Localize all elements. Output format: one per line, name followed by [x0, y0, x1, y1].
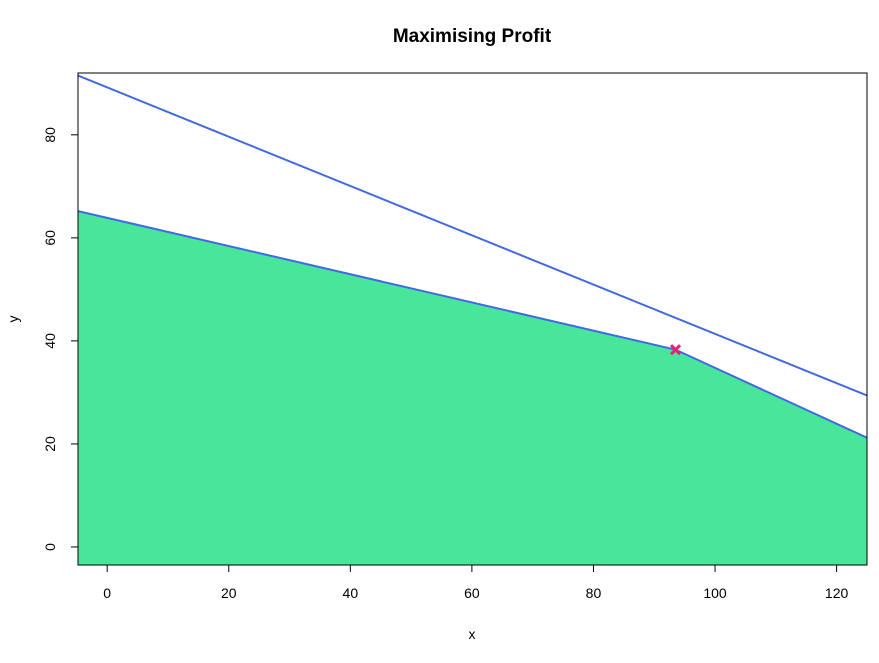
y-tick-label: 40 [42, 333, 58, 349]
y-tick-label: 80 [42, 127, 58, 143]
x-tick-label: 100 [703, 585, 727, 601]
plot-area [77, 72, 868, 566]
y-axis: 0 20 40 60 80 [42, 127, 79, 551]
x-tick-label: 40 [343, 585, 359, 601]
y-tick-label: 60 [42, 230, 58, 246]
x-tick-label: 0 [103, 585, 111, 601]
y-tick-label: 20 [42, 436, 58, 452]
x-axis: 0 20 40 60 80 100 120 [103, 564, 849, 601]
optimum-point-marker [669, 344, 682, 356]
x-tick-label: 20 [221, 585, 237, 601]
x-tick-label: 80 [586, 585, 602, 601]
x-tick-label: 60 [464, 585, 480, 601]
feasible-region [78, 211, 867, 565]
y-axis-label: y [5, 316, 21, 323]
x-tick-label: 120 [825, 585, 849, 601]
x-axis-label: x [469, 626, 476, 642]
y-tick-label: 0 [42, 543, 58, 551]
constraint-line-1 [78, 74, 867, 397]
chart-title: Maximising Profit [393, 26, 552, 47]
